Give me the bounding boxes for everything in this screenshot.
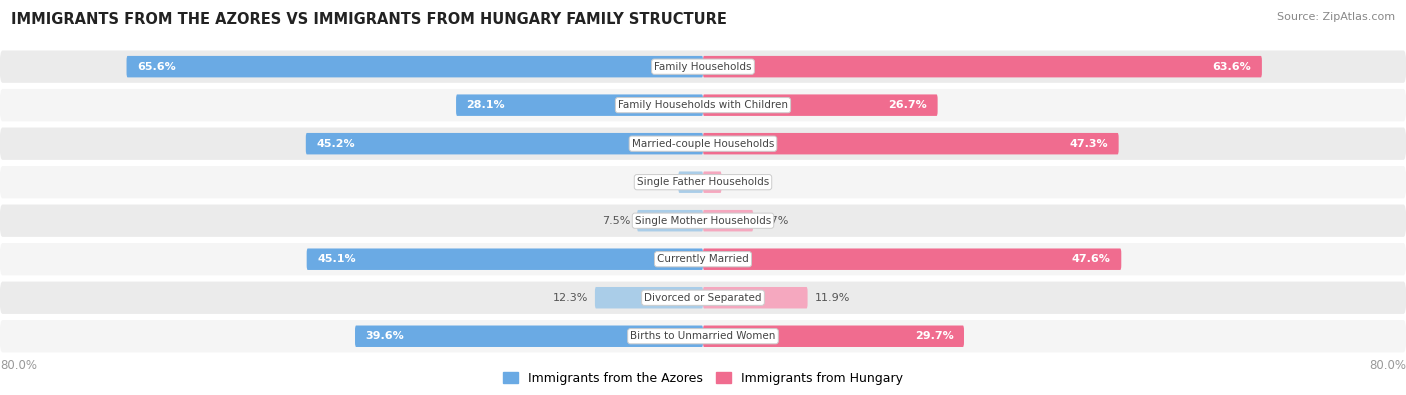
Text: Family Households with Children: Family Households with Children bbox=[619, 100, 787, 110]
FancyBboxPatch shape bbox=[703, 287, 807, 308]
FancyBboxPatch shape bbox=[0, 205, 1406, 237]
FancyBboxPatch shape bbox=[0, 166, 1406, 198]
FancyBboxPatch shape bbox=[703, 171, 721, 193]
Text: Family Households: Family Households bbox=[654, 62, 752, 71]
FancyBboxPatch shape bbox=[307, 248, 703, 270]
Text: Single Mother Households: Single Mother Households bbox=[636, 216, 770, 226]
FancyBboxPatch shape bbox=[678, 171, 703, 193]
Text: 47.3%: 47.3% bbox=[1070, 139, 1108, 149]
FancyBboxPatch shape bbox=[127, 56, 703, 77]
Text: Single Father Households: Single Father Households bbox=[637, 177, 769, 187]
FancyBboxPatch shape bbox=[0, 89, 1406, 121]
Text: 7.5%: 7.5% bbox=[602, 216, 630, 226]
Text: Currently Married: Currently Married bbox=[657, 254, 749, 264]
Text: 29.7%: 29.7% bbox=[915, 331, 953, 341]
Text: 2.1%: 2.1% bbox=[728, 177, 756, 187]
Text: IMMIGRANTS FROM THE AZORES VS IMMIGRANTS FROM HUNGARY FAMILY STRUCTURE: IMMIGRANTS FROM THE AZORES VS IMMIGRANTS… bbox=[11, 12, 727, 27]
FancyBboxPatch shape bbox=[0, 51, 1406, 83]
Text: 39.6%: 39.6% bbox=[366, 331, 405, 341]
FancyBboxPatch shape bbox=[456, 94, 703, 116]
FancyBboxPatch shape bbox=[0, 243, 1406, 275]
Text: 45.1%: 45.1% bbox=[318, 254, 356, 264]
Text: 5.7%: 5.7% bbox=[761, 216, 789, 226]
Text: Source: ZipAtlas.com: Source: ZipAtlas.com bbox=[1277, 12, 1395, 22]
FancyBboxPatch shape bbox=[0, 128, 1406, 160]
Text: 80.0%: 80.0% bbox=[1369, 359, 1406, 372]
Text: 2.8%: 2.8% bbox=[643, 177, 672, 187]
FancyBboxPatch shape bbox=[703, 56, 1263, 77]
FancyBboxPatch shape bbox=[703, 94, 938, 116]
FancyBboxPatch shape bbox=[354, 325, 703, 347]
Text: 45.2%: 45.2% bbox=[316, 139, 354, 149]
Text: 28.1%: 28.1% bbox=[467, 100, 505, 110]
Text: 63.6%: 63.6% bbox=[1212, 62, 1251, 71]
FancyBboxPatch shape bbox=[0, 320, 1406, 352]
FancyBboxPatch shape bbox=[0, 282, 1406, 314]
FancyBboxPatch shape bbox=[637, 210, 703, 231]
FancyBboxPatch shape bbox=[595, 287, 703, 308]
Text: Married-couple Households: Married-couple Households bbox=[631, 139, 775, 149]
Text: Divorced or Separated: Divorced or Separated bbox=[644, 293, 762, 303]
Text: 65.6%: 65.6% bbox=[138, 62, 176, 71]
Text: 12.3%: 12.3% bbox=[553, 293, 588, 303]
FancyBboxPatch shape bbox=[703, 325, 965, 347]
Text: 47.6%: 47.6% bbox=[1071, 254, 1111, 264]
FancyBboxPatch shape bbox=[703, 248, 1122, 270]
Text: 26.7%: 26.7% bbox=[889, 100, 927, 110]
Text: Births to Unmarried Women: Births to Unmarried Women bbox=[630, 331, 776, 341]
Text: 80.0%: 80.0% bbox=[0, 359, 37, 372]
Text: 11.9%: 11.9% bbox=[814, 293, 851, 303]
FancyBboxPatch shape bbox=[703, 210, 754, 231]
FancyBboxPatch shape bbox=[703, 133, 1119, 154]
FancyBboxPatch shape bbox=[307, 133, 703, 154]
Legend: Immigrants from the Azores, Immigrants from Hungary: Immigrants from the Azores, Immigrants f… bbox=[503, 372, 903, 385]
